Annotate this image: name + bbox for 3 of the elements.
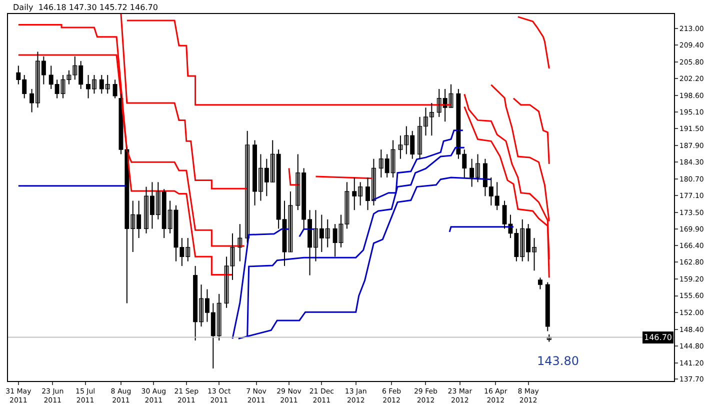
annotation: 143.80 [537, 354, 579, 368]
chart-title: Daily 146.18 147.30 145.72 146.70 [13, 3, 158, 12]
ref-line-label: 146.70 [644, 333, 672, 342]
